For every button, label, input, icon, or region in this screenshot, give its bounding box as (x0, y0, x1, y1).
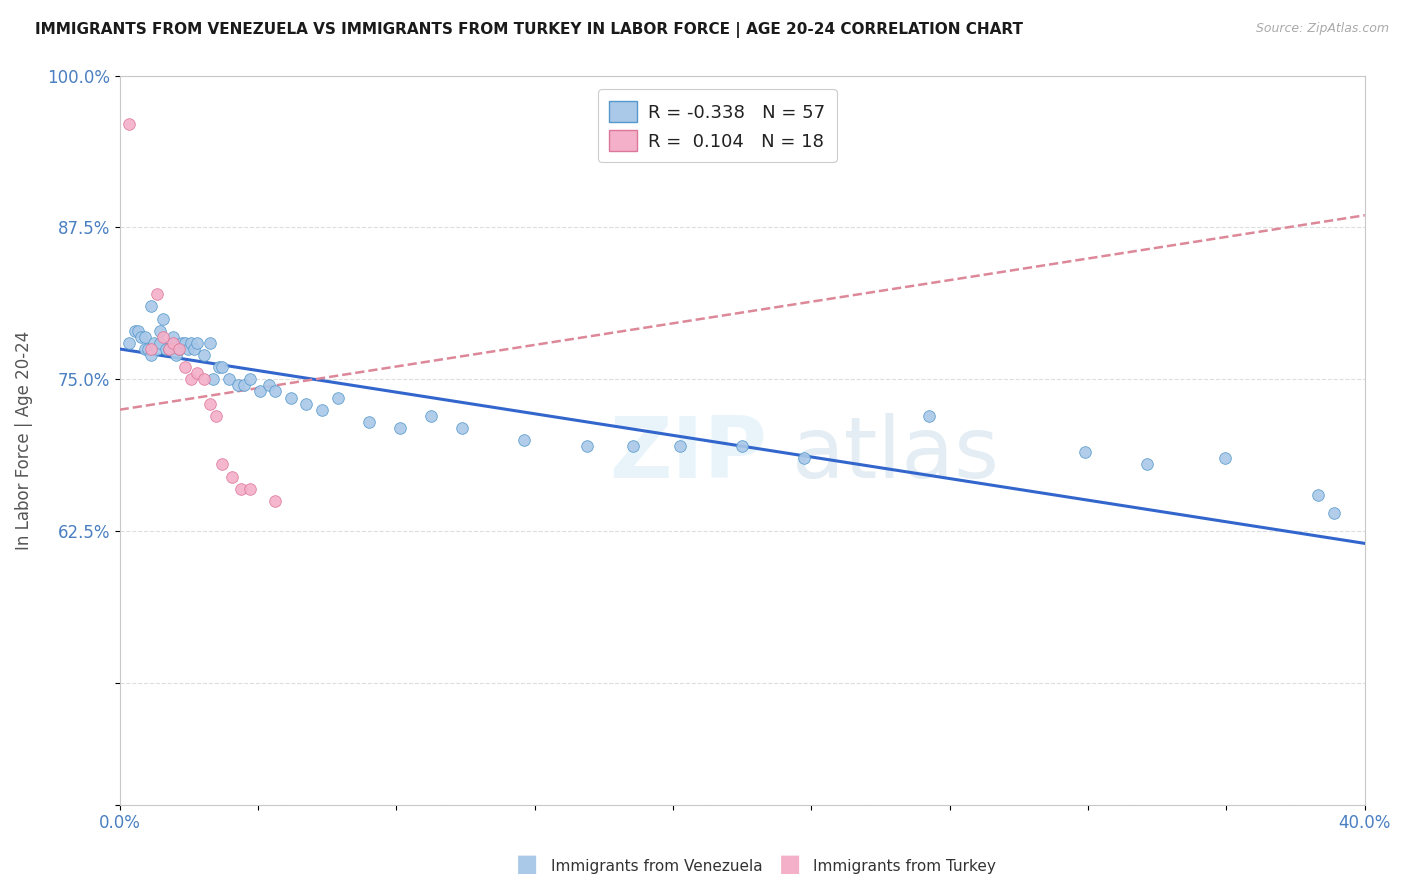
Point (167, 342, 190, 356)
Point (177, 342, 200, 356)
Point (180, 372, 202, 386)
Point (149, 324, 172, 338)
Point (233, 378, 256, 392)
Point (239, 482, 262, 496)
Y-axis label: In Labor Force | Age 20-24: In Labor Force | Age 20-24 (15, 330, 32, 549)
Legend: R = -0.338   N = 57, R =  0.104   N = 18: R = -0.338 N = 57, R = 0.104 N = 18 (598, 89, 837, 162)
Point (134, 330, 156, 344)
Point (152, 330, 174, 344)
Point (174, 335, 197, 350)
Point (295, 397, 318, 411)
Text: Immigrants from Venezuela: Immigrants from Venezuela (551, 859, 763, 874)
Text: ZIP: ZIP (609, 413, 768, 496)
Point (157, 342, 180, 356)
Point (134, 342, 156, 356)
Point (1073, 445, 1095, 459)
Point (1213, 451, 1236, 466)
Point (208, 360, 231, 375)
Point (1323, 506, 1346, 520)
Point (198, 397, 221, 411)
Point (146, 342, 169, 356)
Point (211, 458, 233, 472)
Point (205, 409, 228, 423)
Point (167, 342, 190, 356)
Point (157, 342, 180, 356)
Point (170, 335, 193, 350)
Point (139, 342, 162, 356)
Point (165, 348, 187, 362)
Point (1306, 488, 1329, 502)
Point (621, 439, 644, 453)
Point (239, 372, 262, 386)
Point (451, 421, 474, 435)
Point (193, 372, 215, 386)
Point (198, 335, 221, 350)
Point (221, 469, 243, 483)
Point (419, 409, 441, 423)
Point (139, 300, 162, 314)
Point (162, 330, 184, 344)
Point (264, 494, 287, 508)
Text: Immigrants from Turkey: Immigrants from Turkey (813, 859, 995, 874)
Point (226, 378, 249, 392)
Text: Source: ZipAtlas.com: Source: ZipAtlas.com (1256, 22, 1389, 36)
Point (1136, 458, 1159, 472)
Point (575, 439, 598, 453)
Point (149, 335, 172, 350)
Point (731, 439, 754, 453)
Point (118, 335, 141, 350)
Point (131, 330, 153, 344)
Point (162, 335, 184, 350)
Point (146, 287, 169, 301)
Point (155, 342, 177, 356)
Point (229, 482, 252, 496)
Point (918, 409, 941, 423)
Point (142, 335, 165, 350)
Point (180, 335, 202, 350)
Point (183, 342, 205, 356)
Point (218, 372, 240, 386)
Text: IMMIGRANTS FROM VENEZUELA VS IMMIGRANTS FROM TURKEY IN LABOR FORCE | AGE 20-24 C: IMMIGRANTS FROM VENEZUELA VS IMMIGRANTS … (35, 22, 1024, 38)
Point (388, 421, 411, 435)
Point (124, 324, 146, 338)
Point (513, 433, 536, 447)
Point (152, 311, 174, 326)
Point (311, 402, 333, 417)
Point (326, 391, 349, 405)
Point (669, 439, 692, 453)
Point (139, 348, 162, 362)
Point (280, 391, 302, 405)
Point (249, 384, 271, 399)
Point (118, 117, 141, 131)
Point (201, 372, 224, 386)
Point (127, 324, 149, 338)
Text: ■: ■ (516, 852, 538, 876)
Point (264, 384, 287, 399)
Text: atlas: atlas (792, 413, 1000, 496)
Point (357, 415, 380, 429)
Text: ■: ■ (779, 852, 801, 876)
Point (186, 366, 208, 380)
Point (793, 451, 815, 466)
Point (193, 348, 215, 362)
Point (211, 360, 233, 375)
Point (257, 378, 280, 392)
Point (186, 335, 208, 350)
Point (136, 342, 159, 356)
Point (174, 360, 197, 375)
